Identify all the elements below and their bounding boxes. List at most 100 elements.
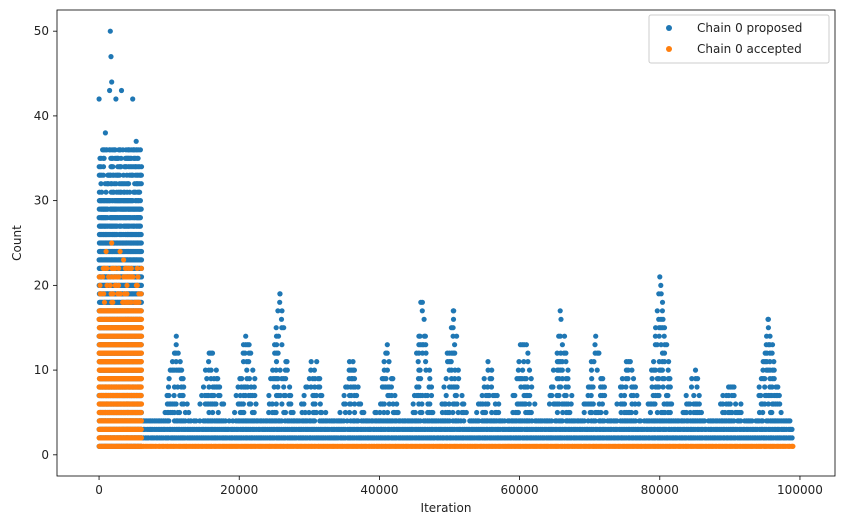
x-axis: 0 20000 40000 60000 80000 100000 — [95, 476, 823, 497]
proposed-point — [653, 325, 659, 331]
proposed-point — [102, 130, 108, 136]
proposed-point — [215, 409, 221, 416]
proposed-point — [109, 79, 115, 85]
proposed-point — [233, 392, 239, 399]
proposed-point — [275, 384, 281, 390]
proposed-point — [651, 359, 657, 365]
proposed-point — [594, 367, 600, 373]
proposed-point — [658, 282, 664, 288]
proposed-point — [275, 350, 281, 356]
proposed-point — [252, 392, 258, 399]
y-tick-label: 20 — [34, 278, 49, 292]
proposed-point — [560, 409, 566, 416]
y-tick-label: 40 — [34, 109, 49, 123]
proposed-point — [489, 409, 495, 416]
accepted-point — [101, 291, 107, 297]
proposed-point — [581, 409, 587, 416]
accepted-point — [128, 265, 134, 271]
proposed-point — [659, 367, 666, 373]
proposed-point — [213, 401, 219, 407]
proposed-point — [461, 418, 467, 424]
proposed-point — [523, 342, 530, 348]
accepted-point — [138, 359, 144, 365]
accepted-point — [109, 240, 115, 246]
proposed-point — [311, 367, 317, 373]
legend-label-accepted: Chain 0 accepted — [697, 42, 802, 56]
proposed-point — [667, 409, 673, 416]
proposed-point — [762, 376, 768, 382]
proposed-point — [496, 401, 502, 407]
proposed-point — [527, 392, 533, 399]
proposed-point — [101, 155, 107, 161]
proposed-point — [625, 367, 631, 373]
proposed-point — [275, 376, 281, 382]
accepted-point — [138, 435, 144, 441]
y-tick-label: 50 — [34, 24, 49, 38]
proposed-point — [392, 392, 398, 399]
proposed-point — [765, 401, 772, 407]
proposed-point — [738, 418, 744, 424]
proposed-point — [166, 418, 172, 424]
proposed-point — [137, 215, 143, 221]
proposed-point — [489, 376, 495, 382]
proposed-point — [428, 392, 435, 399]
proposed-point — [166, 392, 172, 399]
proposed-point — [312, 384, 318, 390]
proposed-point — [96, 96, 102, 102]
proposed-point — [692, 367, 699, 373]
proposed-point — [515, 409, 522, 416]
y-tick-label: 0 — [41, 448, 49, 462]
proposed-point — [596, 350, 602, 356]
proposed-point — [137, 223, 143, 229]
proposed-point — [277, 392, 283, 399]
proposed-point — [601, 384, 608, 390]
proposed-point — [209, 350, 216, 356]
proposed-point — [308, 359, 314, 365]
proposed-point — [282, 409, 289, 416]
proposed-point — [634, 392, 640, 399]
proposed-point — [486, 392, 492, 399]
proposed-point — [314, 359, 320, 365]
proposed-point — [243, 333, 249, 339]
proposed-point — [251, 409, 257, 416]
proposed-point — [384, 367, 390, 373]
proposed-point — [630, 376, 637, 382]
accepted-point — [135, 274, 141, 280]
proposed-point — [306, 409, 312, 416]
proposed-point — [512, 392, 518, 399]
proposed-point — [485, 384, 491, 390]
proposed-point — [598, 409, 604, 416]
proposed-point — [288, 401, 294, 407]
proposed-point — [417, 367, 423, 373]
proposed-point — [355, 384, 361, 390]
x-tick-label: 0 — [95, 483, 103, 497]
proposed-point — [308, 367, 314, 373]
proposed-point — [559, 342, 566, 348]
proposed-point — [277, 367, 283, 373]
proposed-point — [762, 401, 768, 407]
accepted-point — [130, 274, 136, 280]
proposed-point — [273, 359, 280, 365]
proposed-point — [661, 350, 668, 356]
proposed-point — [176, 409, 183, 416]
legend-marker-proposed — [666, 25, 672, 31]
proposed-point — [273, 409, 279, 416]
proposed-point — [206, 359, 212, 365]
accepted-point — [104, 265, 110, 271]
proposed-point — [559, 376, 566, 382]
proposed-point — [525, 384, 531, 390]
proposed-point — [636, 401, 642, 407]
proposed-point — [312, 418, 318, 424]
proposed-point — [767, 333, 773, 339]
proposed-point — [765, 325, 772, 331]
proposed-point — [383, 376, 389, 382]
proposed-point — [450, 325, 456, 331]
proposed-point — [485, 367, 491, 373]
proposed-point — [384, 350, 390, 356]
proposed-point — [138, 172, 144, 178]
proposed-point — [454, 384, 460, 390]
proposed-point — [342, 409, 348, 416]
accepted-point — [101, 299, 108, 305]
proposed-point — [474, 409, 480, 416]
proposed-point — [171, 392, 177, 399]
